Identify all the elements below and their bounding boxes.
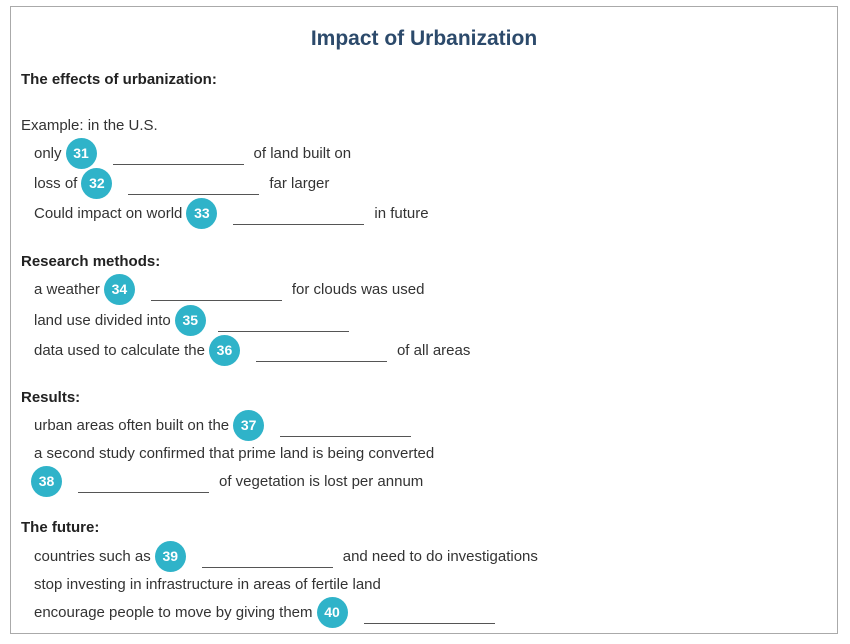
section-heading-future: The future: — [21, 519, 100, 536]
q36-suffix: of all areas — [396, 341, 471, 359]
question-number-badge-31: 31 — [65, 137, 97, 169]
answer-blank-36[interactable] — [255, 360, 387, 362]
answer-blank-32[interactable] — [128, 193, 260, 195]
question-number-badge-35: 35 — [174, 304, 206, 336]
results-note-line: a second study confirmed that prime land… — [34, 441, 434, 465]
q31-prefix: only — [34, 144, 62, 162]
q33-suffix: in future — [374, 204, 429, 222]
q32-suffix: far larger — [269, 174, 330, 192]
section-heading-effects: The effects of urbanization: — [21, 71, 217, 88]
q32-prefix: loss of — [34, 174, 78, 192]
answer-blank-38[interactable] — [78, 491, 209, 493]
q39-prefix: countries such as — [34, 547, 151, 565]
q37-prefix: urban areas often built on the — [34, 416, 230, 434]
results-note: a second study confirmed that prime land… — [34, 444, 435, 462]
question-39-line: countries such as 39 and need to do inve… — [34, 540, 538, 572]
q34-suffix: for clouds was used — [291, 280, 425, 298]
q38-suffix: of vegetation is lost per annum — [219, 472, 424, 490]
question-38-line: 38 of vegetation is lost per annum — [31, 465, 424, 497]
question-number-badge-32: 32 — [81, 167, 113, 199]
q35-prefix: land use divided into — [34, 311, 171, 329]
question-35-line: land use divided into 35 — [34, 304, 359, 336]
question-32-line: loss of 32 far larger — [34, 167, 330, 199]
question-37-line: urban areas often built on the 37 — [34, 409, 421, 441]
question-number-badge-38: 38 — [31, 465, 62, 497]
worksheet-card: Impact of Urbanization The effects of ur… — [10, 6, 838, 634]
q39-suffix: and need to do investigations — [342, 547, 538, 565]
q33-prefix: Could impact on world — [34, 204, 183, 222]
example-intro: Example: in the U.S. — [21, 117, 158, 134]
question-number-badge-40: 40 — [316, 596, 348, 628]
q40-prefix: encourage people to move by giving them — [34, 603, 313, 621]
future-note-line: stop investing in infrastructure in area… — [34, 572, 381, 596]
future-note: stop investing in infrastructure in area… — [34, 575, 381, 593]
question-33-line: Could impact on world 33 in future — [34, 197, 429, 229]
question-34-line: a weather 34 for clouds was used — [34, 273, 425, 305]
answer-blank-40[interactable] — [363, 622, 495, 624]
question-number-badge-37: 37 — [233, 409, 265, 441]
question-number-badge-34: 34 — [103, 273, 135, 305]
section-heading-methods: Research methods: — [21, 253, 161, 270]
page-title: Impact of Urbanization — [310, 27, 538, 50]
question-31-line: only 31 of land built on — [34, 137, 352, 169]
question-number-badge-36: 36 — [208, 334, 240, 366]
answer-blank-35[interactable] — [217, 330, 349, 332]
q34-prefix: a weather — [34, 280, 100, 298]
question-number-badge-39: 39 — [154, 540, 186, 572]
answer-blank-33[interactable] — [233, 223, 365, 225]
answer-blank-37[interactable] — [280, 435, 412, 437]
answer-blank-39[interactable] — [201, 566, 333, 568]
answer-blank-31[interactable] — [112, 163, 244, 165]
answer-blank-34[interactable] — [150, 299, 282, 301]
question-40-line: encourage people to move by giving them … — [34, 596, 505, 628]
question-number-badge-33: 33 — [186, 197, 218, 229]
q36-prefix: data used to calculate the — [34, 341, 205, 359]
question-36-line: data used to calculate the 36 of all are… — [34, 334, 471, 366]
q31-suffix: of land built on — [253, 144, 352, 162]
section-heading-results: Results: — [21, 389, 81, 406]
